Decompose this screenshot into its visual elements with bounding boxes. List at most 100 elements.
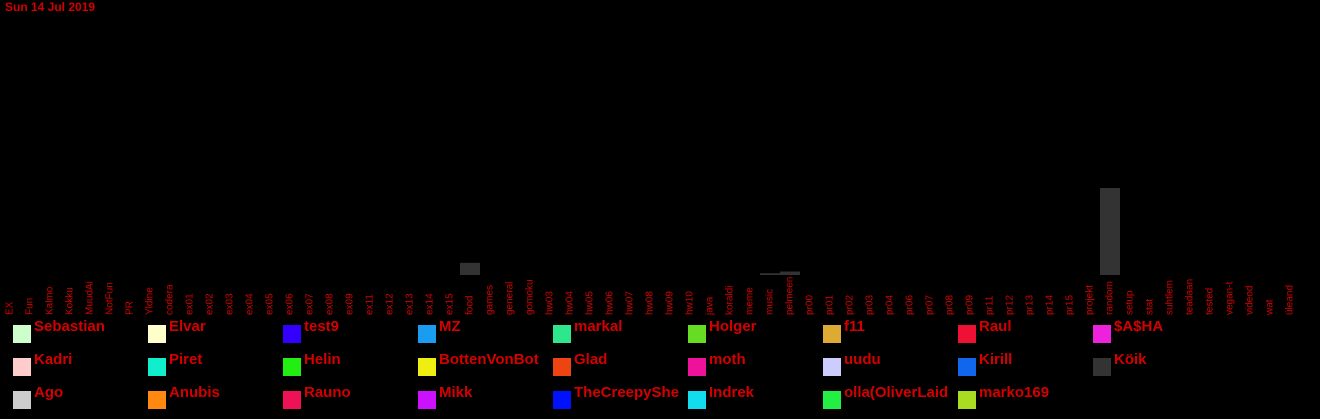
legend-item: Sebastian [13,319,148,349]
x-tick-label: hw03 [545,291,556,315]
x-tick-label: pr03 [865,295,876,315]
x-tick-label: wat [1265,299,1276,316]
legend-item: Ago [13,385,148,415]
bar-chart: EX Fun Kalmo Kokku MuudAi NotFun PR Yldine coder… [5,188,1296,316]
x-tick-label: pr06 [905,295,916,315]
legend-label: Mikk [439,385,473,401]
x-tick-label: ex13 [405,293,416,315]
legend-item: Holger [688,319,823,349]
legend-swatch [148,325,166,343]
legend-item: Anubis [148,385,283,415]
x-tick-label: hw04 [565,291,576,315]
legend-item: Rauno [283,385,418,415]
x-tick-label: videod [1245,286,1256,315]
legend-swatch [283,325,301,343]
legend-label: TheCreepyShe [574,385,680,401]
legend-item: uudu [823,352,958,382]
x-tick-label: ex09 [345,293,356,315]
legend-label: uudu [844,352,881,368]
legend-swatch [13,391,31,409]
x-tick-label: ex11 [365,294,376,315]
legend-label: Kadri [34,352,73,368]
x-tick-label: ex07 [305,293,316,315]
x-tick-label: pr02 [845,295,856,315]
x-tick-label: ex05 [265,293,276,315]
legend-item: Indrek [688,385,823,415]
x-tick-label: setup [1125,290,1136,315]
legend-swatch [13,325,31,343]
legend-item: Helin [283,352,418,382]
x-tick-label: ex03 [225,293,236,315]
x-tick-label: vegan-t [1225,281,1236,315]
legend-swatch [823,391,841,409]
bar-food [460,262,480,275]
x-tick-label: food [465,296,476,315]
x-tick-label: java [705,296,716,316]
legend-swatch [418,325,436,343]
x-tick-label: koraldi [725,286,736,315]
x-tick-label: hw05 [585,291,596,315]
legend-swatch [958,358,976,376]
x-tick-label: Yldine [145,287,156,315]
legend-label: Kirill [979,352,1013,368]
legend-label: Sebastian [34,319,105,335]
legend-swatch [553,358,571,376]
legend-item: Piret [148,352,283,382]
legend-label: Rauno [304,385,351,401]
legend-label: marko169 [979,385,1050,401]
x-tick-label: hw10 [685,291,696,315]
legend-swatch [1093,358,1111,376]
x-tick-label: Fun [25,298,36,315]
x-tick-label: NotFun [105,282,116,315]
x-tick-label: ex02 [205,293,216,315]
legend-swatch [553,391,571,409]
x-tick-label: hw06 [605,291,616,315]
x-tick-label: üleand [1285,285,1296,315]
legend-swatch [688,391,706,409]
legend-label: BottenVonBot [439,352,539,368]
legend-item: $A$HA [1093,319,1228,349]
x-tick-label: hw09 [665,291,676,315]
x-tick-label: suhtlem [1165,280,1176,315]
x-tick-label: codera [165,284,176,315]
legend-label: Raul [979,319,1012,335]
x-tick-label: pr12 [1005,295,1016,315]
legend-label: MZ [439,319,461,335]
x-tick-label: pelmeen [785,277,796,315]
legend-swatch [688,325,706,343]
legend-swatch [148,358,166,376]
legend-item: MZ [418,319,553,349]
legend-swatch [418,391,436,409]
legend-item: Kirill [958,352,1093,382]
bar-random [1100,188,1120,275]
chart-title: Sun 14 Jul 2019 [5,0,96,14]
x-tick-label: pr08 [945,295,956,315]
legend-label: $A$HA [1114,319,1164,335]
x-tick-label: pr07 [925,295,936,315]
legend-item: Elvar [148,319,283,349]
legend-swatch [688,358,706,376]
legend-label: Helin [304,352,341,368]
legend-item: TheCreepyShe [553,385,688,415]
x-tick-label: pr04 [885,295,896,315]
legend-item: test9 [283,319,418,349]
x-tick-label: pr15 [1065,295,1076,315]
legend-item: marko169 [958,385,1093,415]
legend-swatch [283,391,301,409]
x-tick-label: hw08 [645,291,656,315]
legend-label: Glad [574,352,608,368]
x-tick-label: Kalmo [45,286,56,315]
x-tick-label: stat [1145,299,1156,315]
x-tick-label: ex01 [185,293,196,315]
x-tick-label: hw07 [625,291,636,315]
x-tick-label: pr00 [805,295,816,315]
legend-swatch [13,358,31,376]
x-tick-label: pr13 [1025,295,1036,315]
x-tick-label: games [485,285,496,315]
legend-item: Mikk [418,385,553,415]
legend-item: Glad [553,352,688,382]
x-tick-label: ex14 [425,293,436,315]
legend-item: moth [688,352,823,382]
x-tick-label: pr11 [985,295,996,315]
legend-item: Kadri [13,352,148,382]
